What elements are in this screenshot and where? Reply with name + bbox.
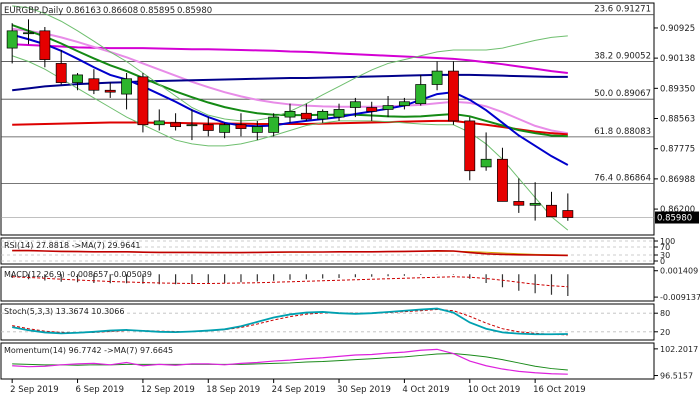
ma-line-3 <box>12 119 568 136</box>
candle-body-0 <box>6 30 18 49</box>
rsi-line <box>12 249 568 257</box>
fib-label-1: 38.2 0.90052 <box>594 51 651 61</box>
rsi-label: RSI(14) 27.8818 ->MA(7) 29.9641 <box>4 241 141 250</box>
ohlc-value-3: 0.85980 <box>177 6 212 16</box>
price-tick-label-6: 0.86200 <box>660 205 695 215</box>
rsi-panel-frame <box>0 237 655 265</box>
candle-body-3 <box>55 63 67 83</box>
candle-body-33 <box>546 204 557 218</box>
candle-body-22 <box>366 107 378 112</box>
price-tick-label-2: 0.89350 <box>660 84 695 94</box>
candle-body-27 <box>448 70 459 122</box>
stoch-k-line <box>12 307 568 336</box>
candle-body-15 <box>251 126 263 133</box>
stoch-label: Stoch(5,3,3) 13.3674 10.3066 <box>4 307 124 316</box>
ohlc-value-0: 0.86163 <box>66 6 101 16</box>
x-tick-label-2: 12 Sep 2019 <box>141 385 195 395</box>
x-tick-label-3: 18 Sep 2019 <box>206 385 260 395</box>
candle-body-18 <box>300 112 312 120</box>
stoch-tick-label-1: 20 <box>660 328 670 337</box>
candles <box>6 19 574 221</box>
x-tick-label-7: 10 Oct 2019 <box>468 385 521 395</box>
candle-body-7 <box>121 78 132 95</box>
ohlc-header: 0.86163 0.86608 0.85895 0.85980 <box>66 6 212 16</box>
candle-body-9 <box>153 120 165 126</box>
mom-tick-label-1: 96.5157 <box>660 372 693 381</box>
fib-label-2: 50.0 0.89067 <box>594 89 651 99</box>
header-symbol: EURGBP,Daily <box>4 6 63 16</box>
mom-line <box>12 348 568 375</box>
rsi-tick-label-0: 100 <box>660 237 675 246</box>
candle-body-11 <box>186 124 198 127</box>
macd-panel-frame <box>0 266 655 302</box>
ma-line-2 <box>12 73 568 92</box>
fib-label-3: 61.8 0.88083 <box>594 127 651 137</box>
fib-label-0: 23.6 0.91271 <box>594 5 651 15</box>
stoch-panel: 80 20 <box>1 307 670 337</box>
x-tick-label-5: 30 Sep 2019 <box>337 385 391 395</box>
rsi-tick-label-2: 30 <box>660 251 670 260</box>
candle-body-25 <box>415 84 427 105</box>
stoch-d-line <box>12 308 568 336</box>
fib-levels: 23.6 0.91271 38.2 0.90052 50.0 0.89067 61.8… <box>1 5 654 218</box>
candle-body-13 <box>219 124 231 133</box>
candle-body-14 <box>235 124 247 129</box>
macd-signal-line <box>12 276 568 288</box>
candle-body-24 <box>398 101 410 106</box>
candle-body-4 <box>72 74 83 83</box>
price-tick-label-1: 0.90138 <box>660 54 695 64</box>
current-price-tag <box>655 211 699 224</box>
rsi-tick-label-1: 70 <box>660 243 670 252</box>
price-tick-label-0: 0.90925 <box>660 24 695 34</box>
candle-body-19 <box>317 110 329 120</box>
candle-body-20 <box>333 109 345 118</box>
momentum-label: Momentum(14) 96.7742 ->MA(7) 97.6645 <box>4 346 173 355</box>
candle-body-31 <box>513 201 525 206</box>
current-price-label: 0.85980 <box>657 214 692 224</box>
candle-body-12 <box>202 124 214 131</box>
price-tick-label-5: 0.86988 <box>660 175 695 185</box>
candle-body-5 <box>88 78 100 91</box>
x-tick-label-0: 2 Sep 2019 <box>10 385 58 395</box>
price-tick-label-3: 0.88563 <box>660 115 695 125</box>
fib-label-4: 76.4 0.86864 <box>594 174 651 184</box>
candle-body-23 <box>382 105 394 110</box>
candle-body-1 <box>23 32 34 35</box>
candle-body-32 <box>529 202 541 206</box>
candle-body-28 <box>464 120 476 172</box>
macd-tick-label-1: -0.009137 <box>660 293 700 302</box>
candle-body-29 <box>480 158 492 168</box>
candle-body-16 <box>268 116 280 133</box>
macd-tick-label-0: 0.001409 <box>660 267 698 276</box>
candle-body-8 <box>137 76 149 126</box>
price-axis: 0.90925 0.90138 0.89350 0.88563 0.87775 0.869… <box>654 24 699 224</box>
momentum-panel: 102.2017 96.5157 <box>12 345 698 381</box>
x-tick-label-6: 4 Oct 2019 <box>402 385 449 395</box>
price-tick-label-4: 0.87775 <box>660 145 695 155</box>
rsi-tick-label-3: 0 <box>660 257 665 266</box>
x-tick-label-4: 24 Sep 2019 <box>272 385 326 395</box>
candle-body-34 <box>562 210 574 218</box>
x-tick-label-8: 16 Oct 2019 <box>533 385 586 395</box>
x-tick-label-1: 6 Sep 2019 <box>76 385 124 395</box>
macd-panel: 0.001409 -0.009137 <box>11 267 700 302</box>
ma-line-7 <box>12 55 569 231</box>
candle-body-6 <box>104 89 116 93</box>
x-axis: 2 Sep 2019 6 Sep 2019 12 Sep 2019 18 Sep 20… <box>10 379 586 395</box>
ohlc-value-2: 0.85895 <box>140 6 175 16</box>
mom-tick-label-0: 102.2017 <box>660 345 698 354</box>
macd-label: MACD(12,26,9) -0.008657 -0.005039 <box>4 270 152 279</box>
candle-body-2 <box>39 30 51 60</box>
ohlc-value-1: 0.86608 <box>103 6 138 16</box>
candle-body-17 <box>284 110 296 118</box>
stoch-tick-label-0: 80 <box>660 309 670 318</box>
candle-body-30 <box>497 158 508 202</box>
candle-body-26 <box>431 70 443 85</box>
candle-body-21 <box>349 101 361 108</box>
candle-body-10 <box>170 122 182 128</box>
